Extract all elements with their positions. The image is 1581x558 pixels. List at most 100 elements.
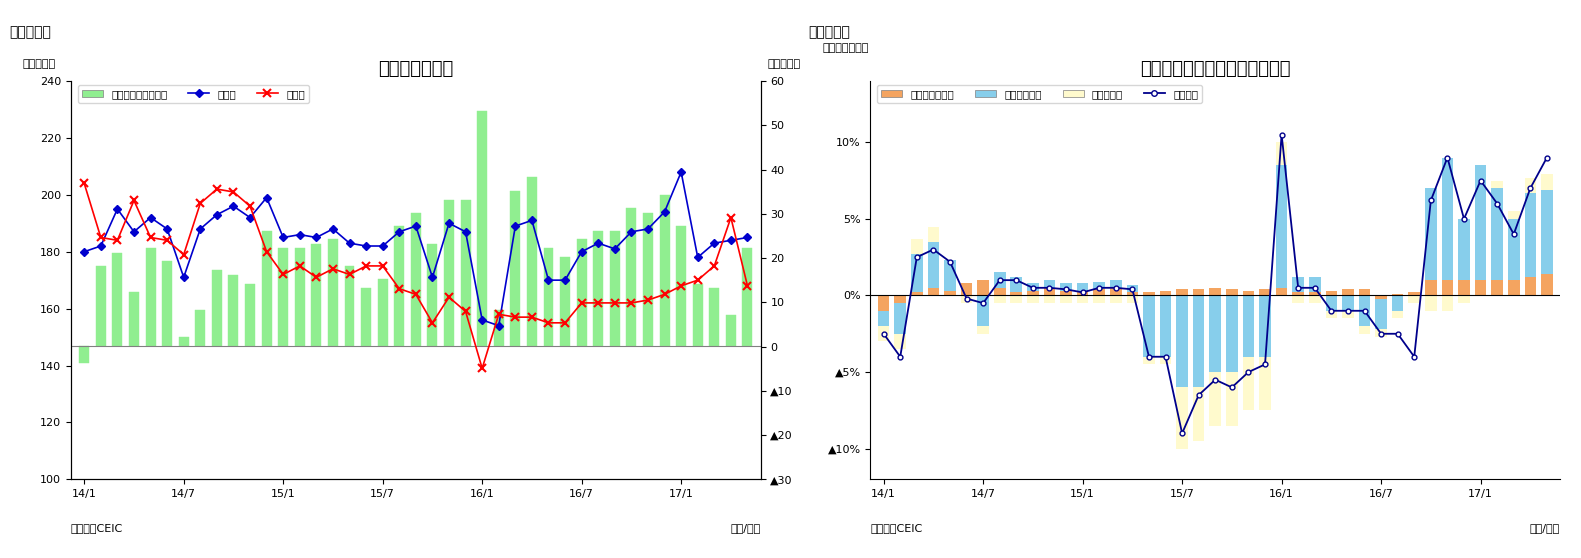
Bar [1292,277,1304,292]
Bar [1475,280,1486,296]
Bar [1358,290,1371,296]
Bar [1209,372,1221,426]
Bar [411,213,421,345]
Bar [1442,157,1453,280]
Bar [1160,291,1172,296]
Bar [877,296,890,311]
輸出合計 [874,330,893,337]
Bar [1077,291,1088,296]
輸出合計 [1056,286,1075,293]
Bar [1375,299,1387,329]
Text: （年/月）: （年/月） [1530,523,1560,533]
Bar [1391,311,1404,319]
Bar [877,326,890,341]
Text: （資料）CEIC: （資料）CEIC [871,523,923,533]
Bar [378,279,387,345]
Bar [1475,165,1486,280]
Bar [1094,290,1105,296]
Bar [261,230,272,345]
Bar [1409,296,1420,303]
Bar [345,266,354,345]
Bar [1309,296,1320,303]
Bar [1442,280,1453,296]
Bar [311,244,321,345]
Bar [1094,282,1105,290]
Bar [1491,181,1504,188]
Bar [1325,296,1338,311]
Bar [1061,291,1072,296]
Bar [1325,311,1338,319]
Bar [1209,288,1221,296]
Bar [1524,177,1537,193]
Text: （年/月）: （年/月） [730,523,760,533]
輸出合計 [1439,154,1458,161]
Bar [1342,311,1353,319]
Bar [626,208,637,345]
輸出合計 [1470,177,1489,184]
Bar [911,254,923,292]
Bar [1375,329,1387,337]
輸出合計 [990,277,1009,283]
輸出合計 [1289,285,1307,291]
Bar [245,283,255,345]
輸出合計 [1089,285,1108,291]
Bar [1143,357,1154,364]
Bar [212,270,221,345]
輸出合計 [1504,231,1523,238]
Bar [1508,280,1519,296]
Bar [1160,296,1172,357]
輸出合計 [1488,200,1507,207]
Bar [1342,290,1353,296]
Bar [610,230,620,345]
Bar [560,257,571,345]
Bar [1194,387,1205,441]
Bar [1028,296,1039,303]
輸出合計 [1007,277,1026,283]
Bar [977,280,990,296]
Text: （億ドル）: （億ドル） [768,59,800,69]
Bar [511,191,520,345]
輸出合計 [1123,286,1141,293]
Bar [1442,296,1453,311]
輸出合計 [1521,185,1540,191]
Bar [1424,280,1437,296]
Bar [944,260,957,291]
Bar [1358,296,1371,326]
Bar [1225,296,1238,372]
Bar [928,242,939,288]
Bar [928,288,939,296]
Bar [1077,296,1088,303]
輸出合計 [1189,392,1208,398]
Bar [1143,296,1154,357]
Bar [928,227,939,242]
Bar [394,226,405,345]
Bar [1276,142,1287,165]
Bar [1342,296,1353,311]
輸出合計 [1140,353,1159,360]
Bar [112,253,122,345]
Bar [1309,292,1320,296]
Bar [961,283,972,296]
輸出合計 [1455,215,1473,222]
Bar [1491,188,1504,280]
Bar [1225,290,1238,296]
Bar [1110,280,1121,288]
Bar [1541,274,1553,296]
Bar [544,248,553,345]
輸出合計 [1306,285,1325,291]
輸出合計 [1339,307,1358,314]
Bar [977,296,990,326]
Bar [1143,292,1154,296]
輸出合計 [1206,377,1225,383]
Bar [1508,211,1519,219]
輸出合計 [1023,285,1042,291]
Bar [944,291,957,296]
Bar [360,288,372,345]
輸出合計 [941,258,960,265]
Bar [1541,190,1553,274]
Bar [726,315,735,345]
輸出合計 [1406,353,1424,360]
輸出合計 [1040,285,1059,291]
Bar [1194,296,1205,387]
Bar [1077,283,1088,291]
